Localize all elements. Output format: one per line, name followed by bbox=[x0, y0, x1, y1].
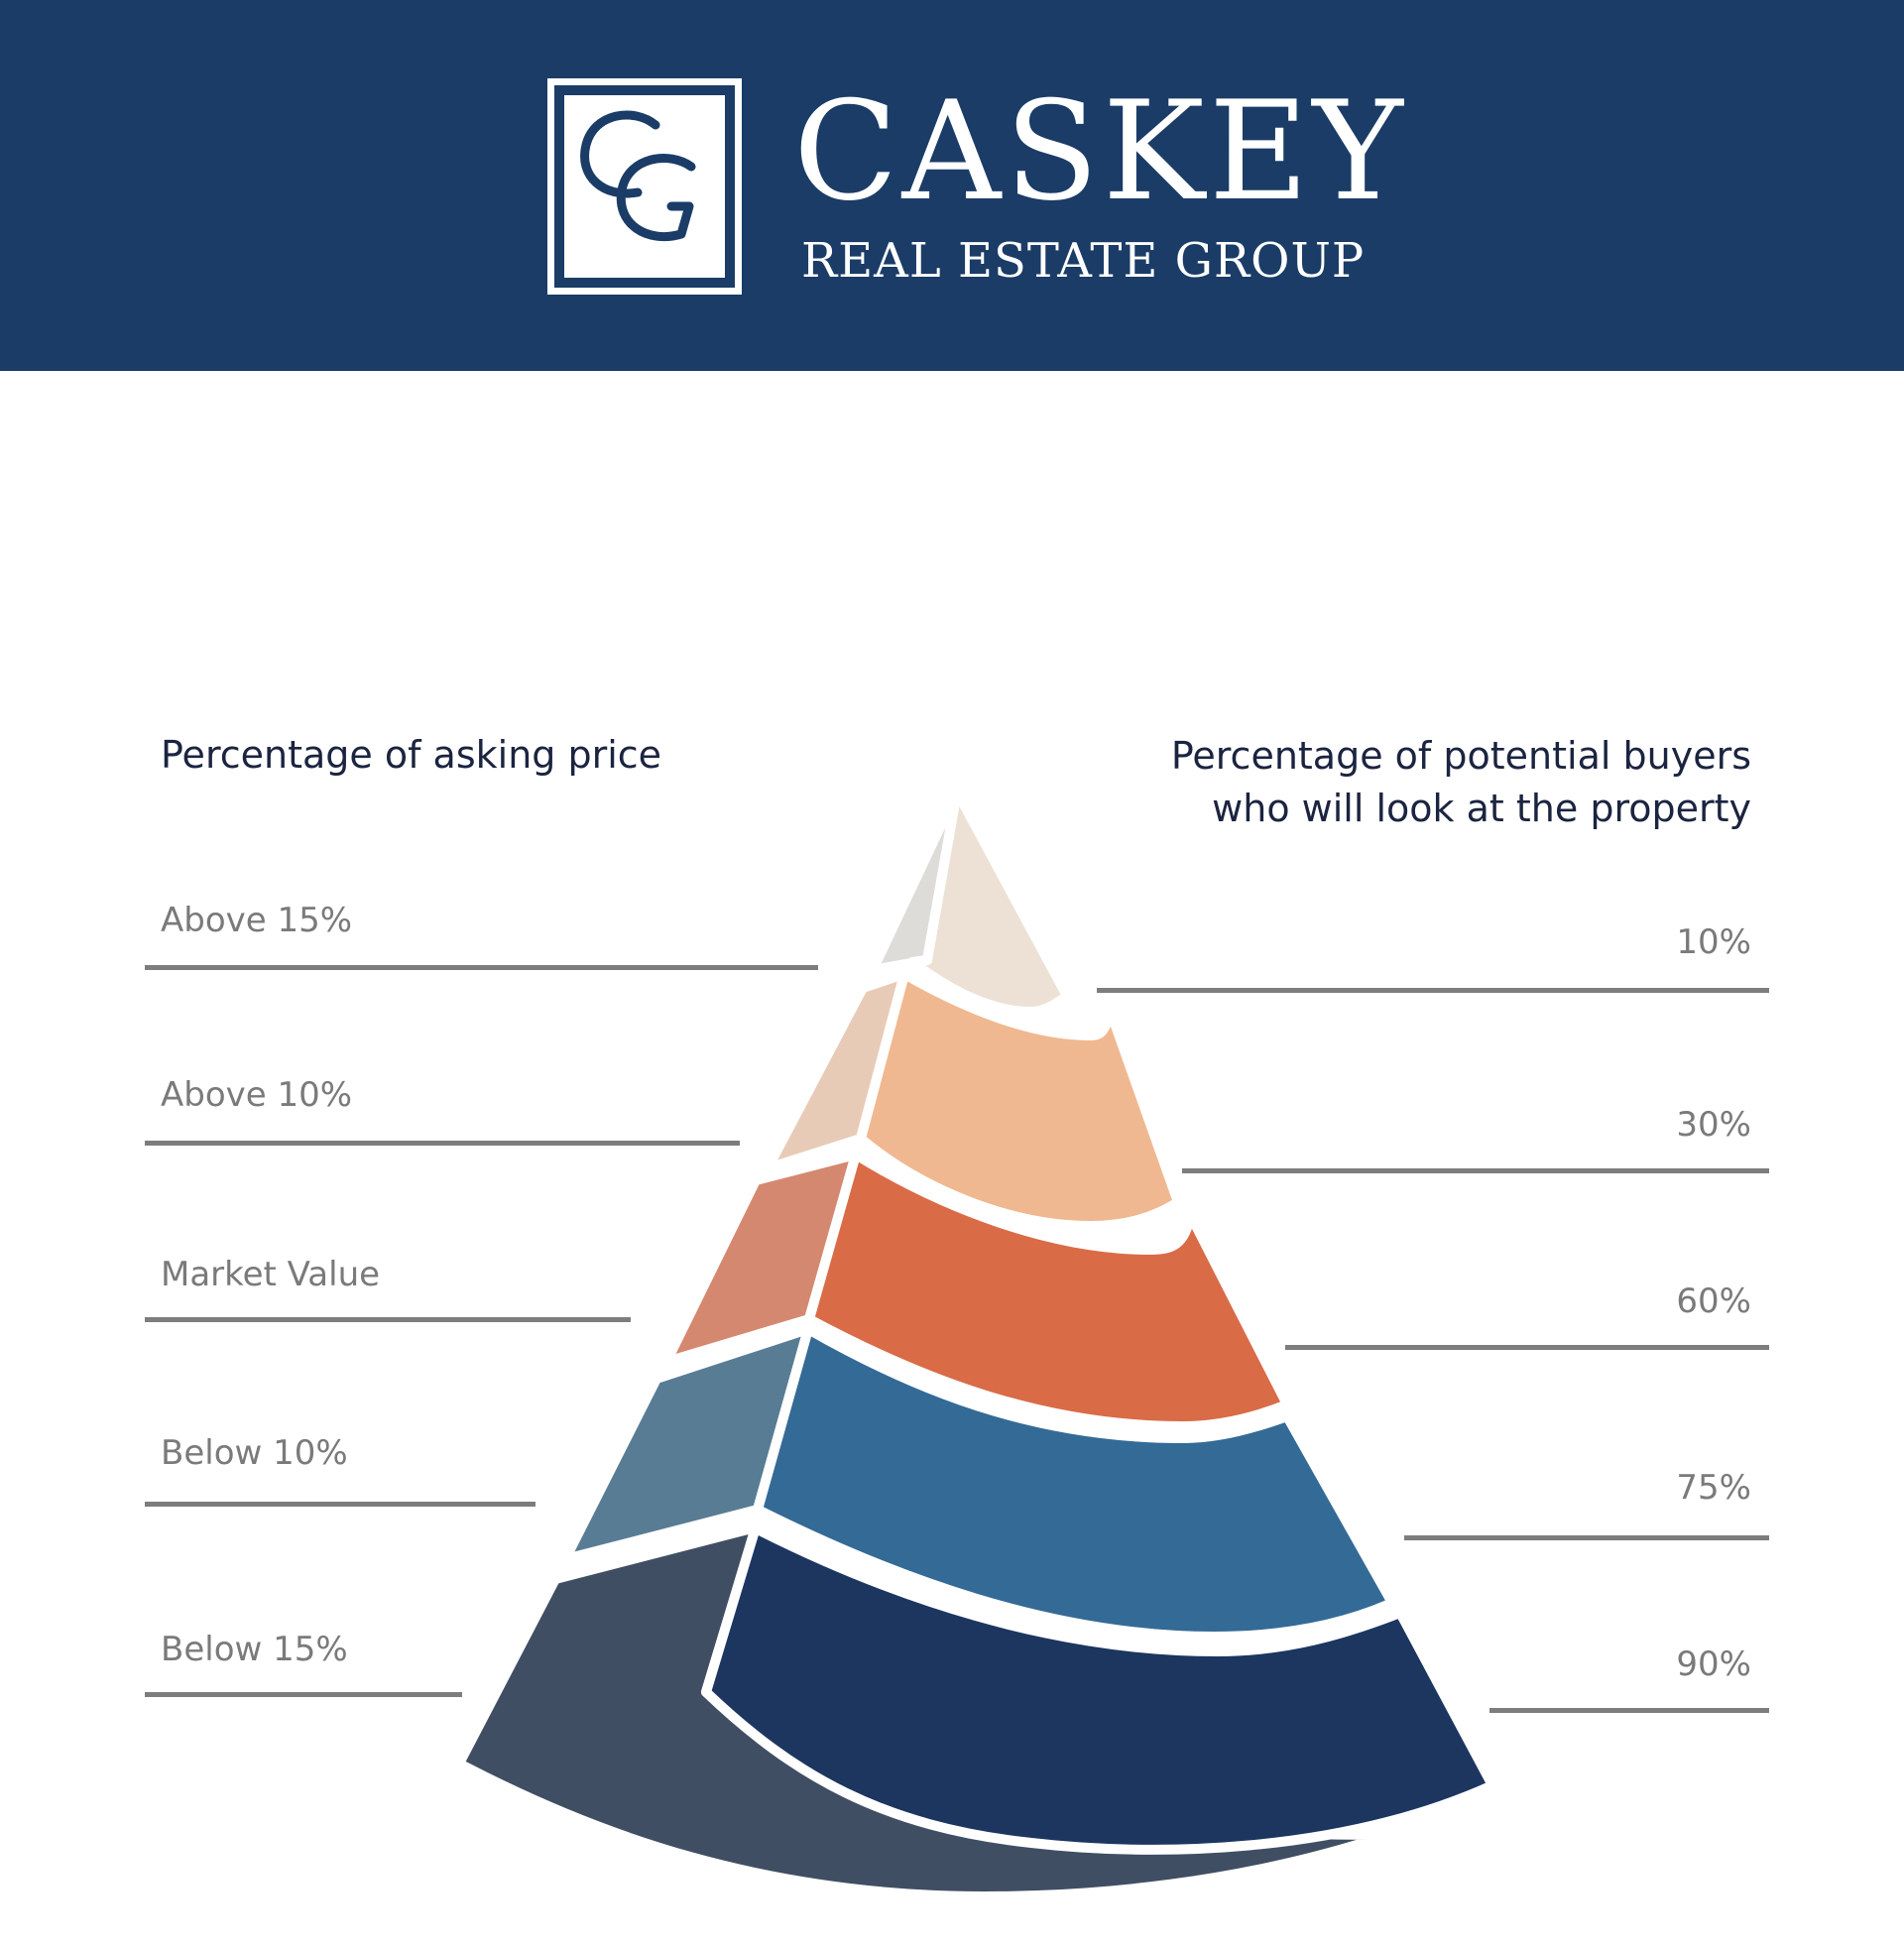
buyers-label-2: 30% bbox=[1676, 1105, 1751, 1145]
price-rule-2 bbox=[145, 1141, 740, 1146]
monogram-logo-inner bbox=[564, 95, 725, 278]
price-label-3: Market Value bbox=[161, 1255, 381, 1294]
price-rule-3 bbox=[145, 1317, 631, 1322]
price-rule-4 bbox=[145, 1502, 536, 1507]
buyers-header-line-1: Percentage of potential buyers bbox=[1170, 734, 1751, 778]
buyers-label-3: 60% bbox=[1676, 1281, 1751, 1321]
brand-subtitle: REAL ESTATE GROUP bbox=[801, 233, 1366, 289]
price-label-5: Below 15% bbox=[161, 1630, 348, 1669]
header-banner: CASKEY REAL ESTATE GROUP bbox=[0, 0, 1904, 371]
pyramid-tier-3-front bbox=[804, 1150, 1292, 1431]
buyers-label-5: 90% bbox=[1676, 1644, 1751, 1684]
buyers-label-4: 75% bbox=[1676, 1468, 1751, 1508]
price-rule-1 bbox=[145, 965, 818, 970]
buyers-rule-5 bbox=[1489, 1708, 1769, 1713]
monogram-cg-icon bbox=[580, 110, 696, 242]
price-label-4: Below 10% bbox=[161, 1433, 348, 1473]
pyramid-tier-2-front bbox=[856, 969, 1183, 1231]
pyramid-tier-4-front bbox=[753, 1324, 1397, 1642]
buyers-header-line-2: who will look at the property bbox=[1212, 787, 1751, 830]
buyers-rule-4 bbox=[1404, 1535, 1769, 1540]
brand-name: CASKEY bbox=[793, 71, 1407, 231]
buyers-rule-3 bbox=[1285, 1345, 1769, 1350]
asking-price-header: Percentage of asking price bbox=[161, 733, 662, 777]
buyers-rule-2 bbox=[1182, 1168, 1769, 1173]
price-label-2: Above 10% bbox=[161, 1075, 353, 1115]
price-label-1: Above 15% bbox=[161, 901, 353, 940]
buyers-header: Percentage of potential buyers who will … bbox=[992, 730, 1751, 835]
pyramid-tier-1-front bbox=[907, 787, 1072, 1017]
pyramid-tier-5-front bbox=[701, 1522, 1497, 1855]
price-rule-5 bbox=[145, 1692, 462, 1697]
buyers-rule-1 bbox=[1097, 988, 1769, 993]
monogram-logo bbox=[547, 78, 742, 295]
buyers-label-1: 10% bbox=[1676, 922, 1751, 962]
